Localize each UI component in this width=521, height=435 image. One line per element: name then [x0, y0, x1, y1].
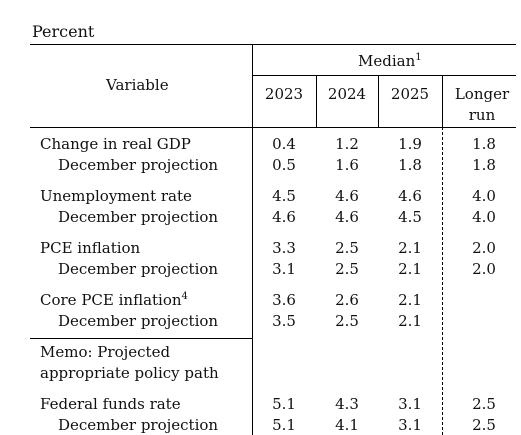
column-header-2025: 2025: [390, 85, 430, 103]
cell-value: 5.1: [272, 416, 296, 434]
cell-value: 4.6: [335, 208, 359, 226]
year-col-divider-2: [378, 75, 379, 127]
cell-value: 3.1: [398, 416, 422, 434]
cell-value: 0.4: [272, 135, 296, 153]
cell-value: 2.5: [472, 395, 496, 413]
year-col-divider-1: [316, 75, 317, 127]
row-label: Change in real GDP: [40, 135, 191, 153]
column-header-2023: 2023: [264, 85, 304, 103]
projections-table: Variable Median1 2023 2024 2025 Longer r…: [30, 44, 516, 435]
year-col-divider-3: [442, 75, 443, 127]
cell-value: 4.5: [398, 208, 422, 226]
cell-value: 4.5: [272, 187, 296, 205]
memo-line-1: Memo: Projected: [40, 343, 171, 361]
cell-value: 3.1: [272, 260, 296, 278]
cell-value: 2.5: [335, 260, 359, 278]
header-bottom-rule: [30, 127, 516, 128]
cell-value: 1.6: [335, 156, 359, 174]
row-label: PCE inflation: [40, 239, 141, 257]
row-footnote: 4: [181, 291, 188, 302]
median-footnote: 1: [415, 52, 422, 63]
row-label: December projection: [58, 312, 219, 330]
row-label: December projection: [58, 156, 219, 174]
variable-column-divider: [252, 44, 253, 435]
row-label: December projection: [58, 208, 219, 226]
row-label: Core PCE inflation4: [40, 291, 188, 309]
cell-value: 3.6: [272, 291, 296, 309]
cell-value: 4.1: [335, 416, 359, 434]
column-header-run: run: [468, 106, 496, 124]
cell-value: 2.1: [398, 312, 422, 330]
variable-header: Variable: [106, 76, 169, 94]
cell-value: 0.5: [272, 156, 296, 174]
cell-value: 1.9: [398, 135, 422, 153]
cell-value: 4.3: [335, 395, 359, 413]
cell-value: 4.6: [272, 208, 296, 226]
cell-value: 2.0: [472, 239, 496, 257]
cell-value: 2.1: [398, 260, 422, 278]
median-header: Median1: [358, 52, 422, 70]
cell-value: 4.0: [472, 187, 496, 205]
cell-value: 1.8: [472, 156, 496, 174]
row-label: Unemployment rate: [40, 187, 192, 205]
memo-top-rule: [30, 338, 252, 339]
row-label-text: Core PCE inflation: [40, 291, 182, 309]
unit-label: Percent: [32, 22, 95, 41]
cell-value: 1.8: [472, 135, 496, 153]
cell-value: 2.5: [472, 416, 496, 434]
median-label: Median: [358, 52, 416, 70]
column-header-2024: 2024: [327, 85, 367, 103]
cell-value: 2.6: [335, 291, 359, 309]
row-label: December projection: [58, 260, 219, 278]
table-top-rule: [30, 44, 516, 45]
memo-line-2: appropriate policy path: [40, 364, 219, 382]
cell-value: 1.8: [398, 156, 422, 174]
row-label: December projection: [58, 416, 219, 434]
cell-value: 2.0: [472, 260, 496, 278]
cell-value: 2.1: [398, 291, 422, 309]
cell-value: 1.2: [335, 135, 359, 153]
cell-value: 4.0: [472, 208, 496, 226]
cell-value: 2.1: [398, 239, 422, 257]
cell-value: 2.5: [335, 312, 359, 330]
cell-value: 3.5: [272, 312, 296, 330]
cell-value: 3.1: [398, 395, 422, 413]
cell-value: 2.5: [335, 239, 359, 257]
column-header-longer: Longer: [454, 85, 510, 103]
cell-value: 5.1: [272, 395, 296, 413]
cell-value: 4.6: [335, 187, 359, 205]
cell-value: 4.6: [398, 187, 422, 205]
median-underline: [252, 75, 516, 76]
cell-value: 3.3: [272, 239, 296, 257]
row-label: Federal funds rate: [40, 395, 181, 413]
longer-run-dashed-divider: [442, 127, 443, 435]
